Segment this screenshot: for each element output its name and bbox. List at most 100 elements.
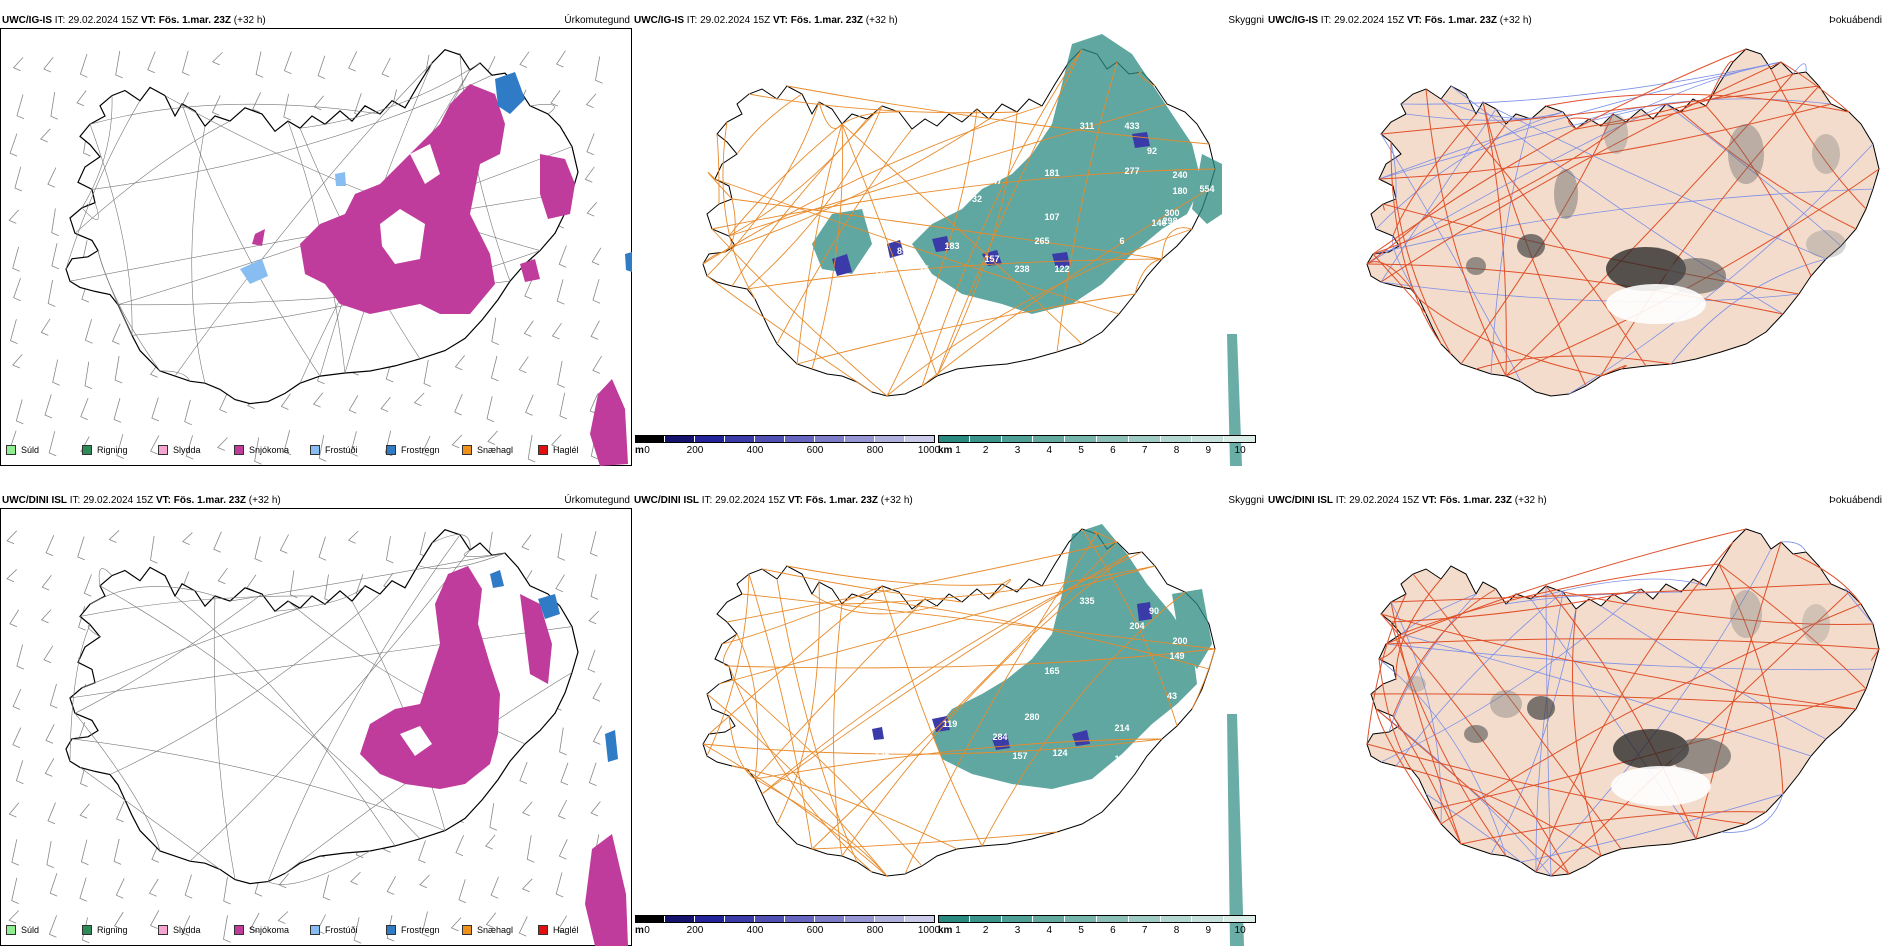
wind-barb	[522, 801, 533, 817]
wind-barb	[557, 533, 566, 561]
line-segment	[702, 738, 1163, 755]
wind-barb	[147, 51, 156, 74]
wind-barb	[380, 396, 391, 412]
wind-barb	[559, 392, 568, 420]
wind-barb	[560, 762, 569, 786]
wind-barb	[10, 319, 18, 344]
cloud-base-label: 181	[1044, 168, 1059, 178]
line-segment	[988, 579, 1012, 600]
legend-label: Frostúði	[325, 925, 358, 935]
wind-barb	[458, 879, 467, 904]
colorbar-label: 1000	[917, 925, 941, 936]
colorbar-cell	[725, 915, 755, 923]
fog-map-svg	[1366, 528, 1880, 877]
line-segment	[91, 74, 493, 190]
line-segment	[1550, 591, 1850, 877]
panel-title: Þokuábendi	[1829, 495, 1882, 506]
model-name: UWC/DINI ISL	[2, 495, 67, 506]
wind-barb	[526, 835, 535, 863]
colorbar-label: 6	[1110, 445, 1116, 456]
colorbar-label: 9	[1205, 925, 1212, 936]
line-segment	[189, 549, 471, 862]
line-segment	[1412, 573, 1622, 850]
wind-barb	[46, 840, 55, 869]
line-segment	[191, 126, 206, 384]
line-segment	[1382, 203, 1385, 211]
line-segment	[89, 103, 381, 125]
line-segment	[1372, 188, 1874, 255]
colorbar-cell	[1033, 435, 1066, 443]
line-segment	[1081, 528, 1178, 727]
line-segment	[431, 534, 471, 551]
wind-barb	[558, 245, 567, 268]
line-segment	[1372, 48, 1747, 255]
freezing-rain-area	[495, 72, 632, 272]
map-frame	[0, 28, 632, 466]
line-segment	[1366, 593, 1407, 745]
line-segment	[1460, 113, 1614, 365]
line-segment	[731, 678, 923, 867]
legend-swatch	[234, 925, 244, 935]
wind-barb	[12, 727, 22, 749]
line-segment	[1390, 601, 1442, 825]
it-value: 29.02.2024 15Z	[68, 15, 139, 26]
line-segment	[718, 565, 1156, 685]
legend-label: Súld	[21, 445, 40, 455]
header-left: UWC/IG-IS IT: 29.02.2024 15Z VT: Fös. 1.…	[2, 15, 266, 27]
wind-barb	[486, 396, 495, 423]
wind-barb	[47, 802, 56, 825]
line-segment	[1720, 793, 1784, 833]
line-segment	[181, 103, 321, 377]
line-segment	[79, 767, 221, 870]
wind-barb	[13, 277, 21, 302]
colorbar-cell	[1001, 435, 1034, 443]
wind-barb	[11, 839, 20, 866]
wind-barb	[12, 57, 24, 72]
wind-barb	[150, 435, 160, 455]
precip-legend: Súld Rigning Slydda Snjókoma Frostúði Frostre…	[6, 924, 626, 938]
wind-barb	[79, 877, 88, 902]
colorbar-label: 0	[644, 925, 650, 936]
line-segment	[267, 850, 371, 885]
cloud-base-label: 90	[1149, 606, 1159, 616]
cloud-base-label: 214	[1114, 723, 1129, 733]
freezing-drizzle-area	[240, 172, 346, 284]
wind-barb	[279, 534, 289, 554]
colorbar-cell	[969, 435, 1002, 443]
wind-barb	[313, 95, 325, 111]
cloud-base-label: 157	[1012, 751, 1027, 761]
visibility-colorbar: km 1 2 3 4 5 6 7 8 9 10	[938, 435, 1256, 459]
wind-barb	[592, 725, 603, 745]
line-segment	[702, 105, 1043, 265]
line-segment	[1505, 73, 1794, 377]
cloud-base-label: 238	[1014, 264, 1029, 274]
line-segment	[1400, 633, 1812, 757]
line-segment	[786, 85, 1210, 145]
wind-barb	[48, 431, 57, 457]
colorbar-cell	[1160, 435, 1193, 443]
line-segment	[746, 105, 883, 290]
colorbar-unit: km	[938, 445, 953, 456]
colorbar-label: 5	[1078, 445, 1084, 456]
precip-map-svg	[0, 508, 632, 946]
cloud-base-label: 284	[992, 732, 1007, 742]
line-segment	[981, 591, 1186, 847]
line-segment	[1380, 613, 1857, 710]
colorbar-cell	[1065, 915, 1097, 923]
wind-barb	[550, 90, 561, 107]
colorbar-label: 400	[746, 925, 764, 936]
line-segment	[1530, 598, 1697, 840]
colorbar-cell	[635, 435, 665, 443]
wind-barb	[52, 359, 60, 386]
wind-barb	[50, 91, 59, 120]
line-segment	[1640, 61, 1782, 110]
line-segment	[1535, 541, 1734, 873]
line-segment	[97, 250, 161, 372]
snowfall-gaps	[400, 726, 432, 756]
wind-barb	[9, 609, 20, 628]
line-segment	[1385, 638, 1880, 650]
wind-barb	[41, 575, 52, 591]
line-segment	[1378, 108, 1642, 180]
it-value: 29.02.2024 15Z	[1349, 495, 1420, 506]
cloud-base-label: 25	[919, 264, 929, 274]
